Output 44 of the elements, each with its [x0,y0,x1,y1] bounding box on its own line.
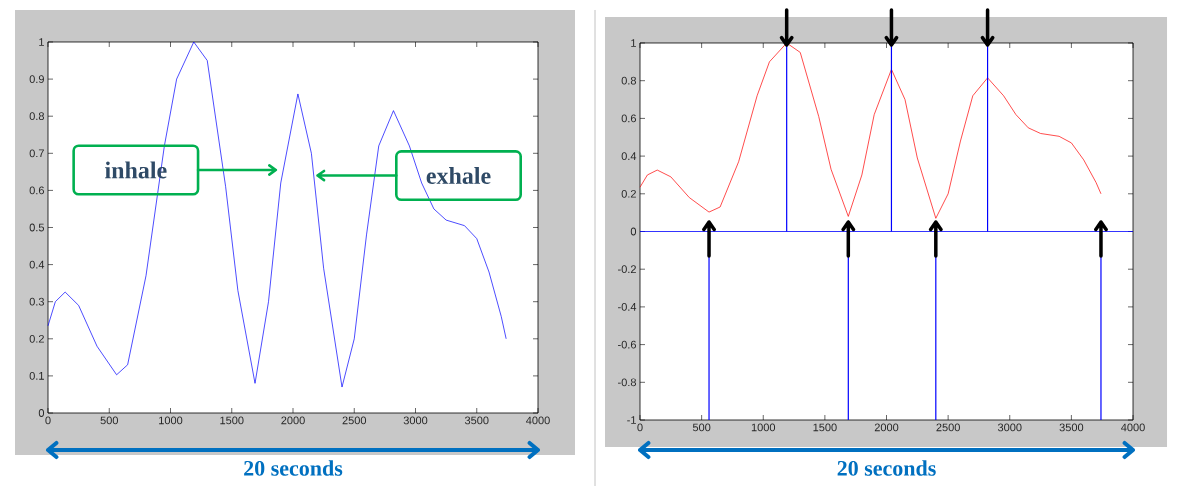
annotation: inhale [105,161,167,179]
x-tick-label: 1000 [751,423,776,432]
y-tick-label: 0.9 [29,75,44,83]
x-tick-label: 2500 [936,423,960,432]
y-tick-label: 0.7 [29,149,44,158]
y-tick-label: 0 [630,227,637,236]
x-tick-label: 3000 [997,423,1022,432]
x-tick-label: 2500 [342,416,367,425]
y-tick-label: 0.6 [621,114,637,123]
x-tick-label: 3500 [464,416,489,425]
y-tick-label: -1 [627,416,636,424]
x-tick-label: 1500 [220,416,244,425]
x-tick-label: 0 [45,416,51,425]
y-tick-label: 0.3 [29,297,44,306]
x-tick-label: 0 [637,423,643,432]
y-tick-label: -0.4 [618,303,637,311]
y-tick-label: 0.5 [29,223,45,232]
text: 20 seconds [244,460,343,476]
y-tick-label: 0.6 [29,186,44,195]
y-tick-label: 0.8 [29,112,44,121]
x-tick-label: 2000 [874,423,899,432]
x-tick-label: 3500 [1059,423,1084,432]
y-tick-label: 0.4 [29,260,45,269]
annotation: exhale [426,167,491,184]
y-tick-label: 0.2 [621,189,636,198]
x-tick-label: 4000 [1121,423,1145,432]
text: 20 seconds [837,460,936,476]
x-tick-label: 1500 [813,423,837,432]
x-tick-label: 4000 [526,416,550,425]
x-tick-label: 500 [692,423,711,432]
y-tick-label: 0.2 [29,334,44,343]
x-tick-label: 1000 [159,416,183,425]
y-tick-label: 0 [38,409,45,417]
x-tick-label: 2000 [281,416,305,425]
y-tick-label: 0.1 [29,372,44,380]
y-tick-label: -0.8 [618,378,637,387]
y-tick-label: 0.4 [621,152,637,160]
y-tick-label: -0.6 [618,340,637,349]
y-tick-label: 1 [39,38,44,46]
x-tick-label: 500 [100,416,118,425]
y-tick-label: 1 [631,39,636,47]
x-tick-label: 3000 [403,416,428,425]
y-tick-label: 0.8 [621,76,637,85]
y-tick-label: -0.2 [618,265,636,274]
